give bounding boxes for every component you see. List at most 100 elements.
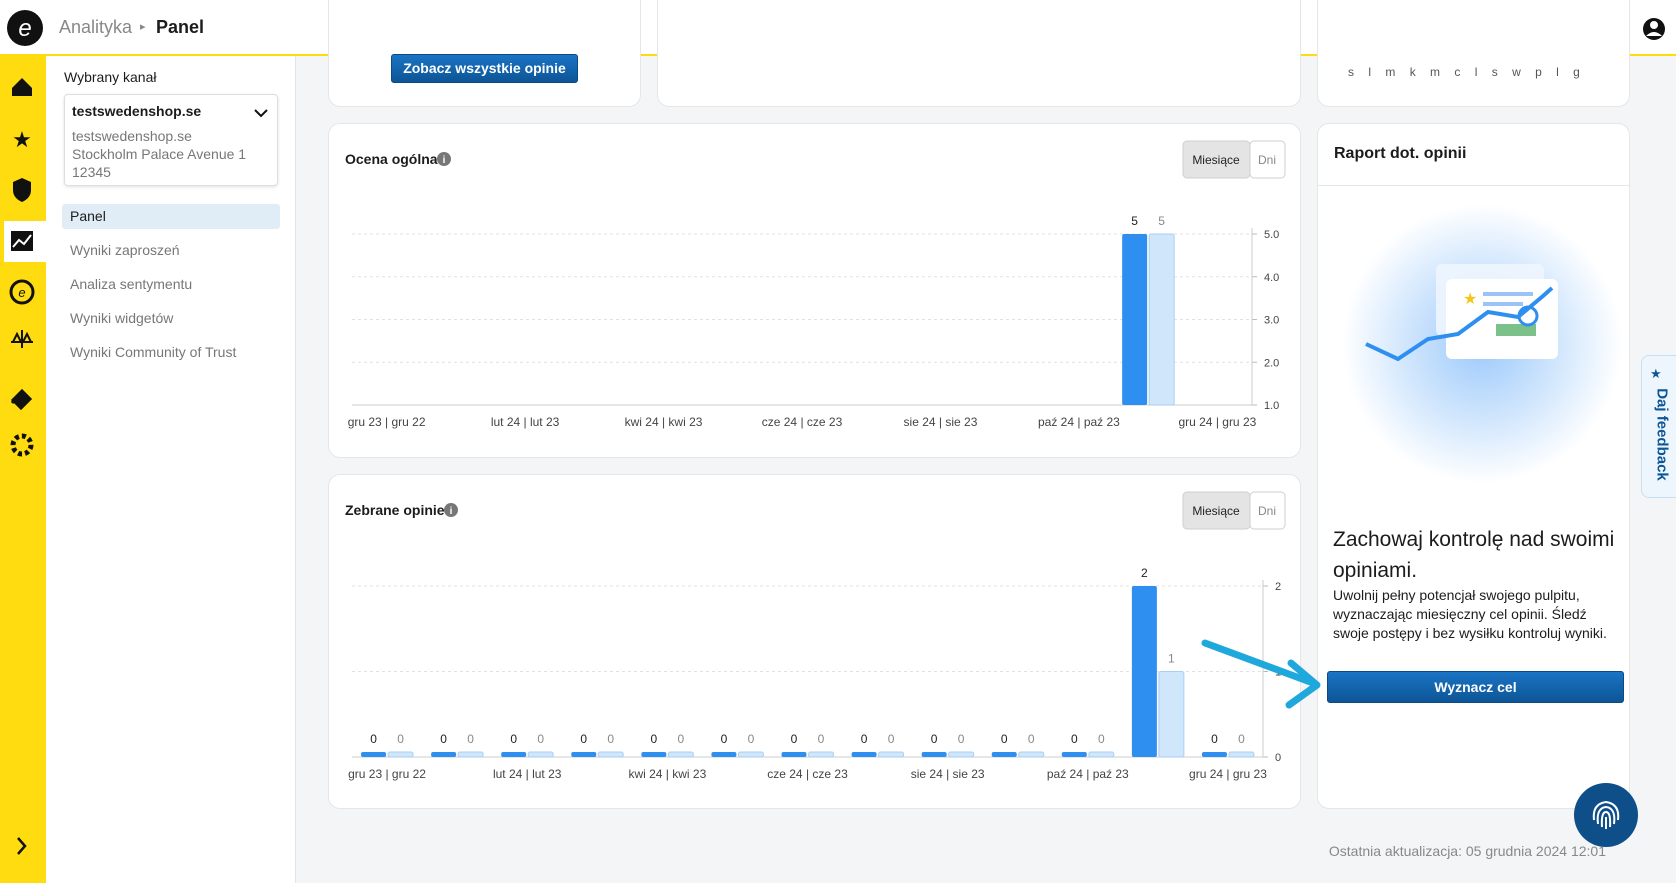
logo[interactable]: e (6, 9, 44, 47)
nav-rail: ★ e (0, 56, 46, 883)
chart: Ocena ogólna i Miesiące Dni 1.0 2.0 3.0 4.0 5.0 g… (345, 140, 1286, 429)
shield-icon[interactable] (13, 178, 31, 202)
value-label: 0 (748, 732, 755, 746)
channel-name: testswedenshop.se (72, 103, 202, 119)
set-goal-button[interactable]: Wyznacz cel (1327, 671, 1624, 703)
value-label: 0 (678, 732, 685, 746)
plug-icon[interactable] (10, 388, 33, 411)
bar (431, 752, 457, 757)
address-line: testswedenshop.se (72, 128, 192, 144)
toggle-label: Dni (1258, 504, 1276, 518)
toggle-inactive[interactable] (1249, 140, 1286, 179)
x-tick-label: paź 24 | paź 23 (1047, 767, 1129, 781)
chart-icon[interactable] (11, 231, 33, 251)
value-label: 0 (537, 732, 544, 746)
value-label: 0 (1028, 732, 1035, 746)
illustration: ★ (1342, 204, 1622, 484)
e-nav-icon[interactable] (9, 279, 35, 305)
menu-item[interactable]: Wyniki widgetów (70, 310, 174, 326)
y-tick-label: 5.0 (1264, 229, 1279, 241)
home-icon[interactable] (12, 78, 32, 96)
day-letter: w (1512, 65, 1521, 79)
star-icon[interactable]: ★ (12, 127, 32, 152)
breadcrumb-section[interactable]: Analityka (59, 17, 133, 37)
menu-item[interactable]: Wyniki zaproszeń (70, 242, 180, 258)
y-tick-label: 1.0 (1264, 400, 1279, 412)
bar (878, 751, 905, 758)
day-letter: m (1385, 65, 1396, 79)
x-tick-label: paź 24 | paź 23 (1038, 415, 1120, 429)
bar (921, 752, 947, 757)
value-label: 0 (1071, 732, 1078, 746)
report-text: Uwolnij pełny potencjał swojego pulpitu,… (1333, 587, 1607, 641)
value-label: 0 (467, 732, 474, 746)
bar (1122, 234, 1148, 405)
x-tick-label: lut 24 | lut 23 (491, 415, 560, 429)
y-tick-label: 4.0 (1264, 272, 1279, 284)
info-icon[interactable] (437, 152, 451, 166)
see-all-reviews-button[interactable]: Zobacz wszystkie opinie (391, 54, 578, 83)
value-label: 0 (861, 732, 868, 746)
collected-chart-card: Zebrane opinie i Miesiące Dni 0 1 2 gru 23 | gr… (328, 474, 1301, 809)
channel-label: Wybrany kanał (64, 69, 157, 85)
bar (1131, 586, 1157, 757)
value-label: 0 (651, 732, 658, 746)
value-label: 0 (370, 732, 377, 746)
settings-icon[interactable] (10, 433, 34, 457)
chart-title: Zebrane opinie (345, 502, 445, 518)
value-label: 1 (1168, 652, 1175, 666)
stats-card (657, 0, 1301, 107)
value-label: 0 (510, 732, 517, 746)
day-letter: p (1535, 65, 1542, 79)
x-tick-label: sie 24 | sie 23 (911, 767, 985, 781)
day-letter: s (1491, 65, 1498, 79)
bar (1148, 233, 1175, 406)
x-tick-label: kwi 24 | kwi 23 (628, 767, 706, 781)
x-tick-label: gru 23 | gru 22 (348, 767, 426, 781)
chart-title: Ocena ogólna (345, 151, 438, 167)
day-letter: k (1409, 65, 1416, 79)
report-title: Raport dot. opinii (1334, 145, 1467, 162)
x-tick-label: lut 24 | lut 23 (493, 767, 562, 781)
address-line: Stockholm Palace Avenue 1 (72, 146, 247, 162)
chart: Zebrane opinie i Miesiące Dni 0 1 2 gru 23 | gr… (345, 491, 1286, 781)
feedback-tab[interactable]: ★ Daj feedback (1641, 355, 1676, 498)
expand-icon[interactable] (17, 837, 27, 855)
bar (991, 752, 1017, 757)
value-label: 0 (888, 732, 895, 746)
info-icon[interactable] (444, 503, 458, 517)
address-line: 12345 (72, 164, 111, 180)
menu-item[interactable]: Wyniki Community of Trust (70, 344, 237, 360)
bar (851, 752, 877, 757)
toggle-inactive[interactable] (1249, 491, 1286, 530)
bar (1158, 671, 1185, 758)
y-tick-label: 0 (1275, 752, 1281, 764)
bar (457, 751, 484, 758)
value-label: 0 (1211, 732, 1218, 746)
day-letter: l (1474, 65, 1478, 79)
value-label: 0 (1001, 732, 1008, 746)
y-tick-label: 2 (1275, 581, 1281, 593)
channel-select[interactable]: testswedenshop.se testswedenshop.se Stoc… (64, 94, 278, 186)
menu-item[interactable]: Analiza sentymentu (70, 276, 193, 292)
bar (1018, 751, 1045, 758)
menu-item[interactable]: Panel (62, 204, 280, 229)
x-tick-label: sie 24 | sie 23 (904, 415, 978, 429)
day-letter: g (1573, 65, 1580, 79)
value-label: 5 (1131, 214, 1138, 228)
value-label: 0 (721, 732, 728, 746)
bar (948, 751, 975, 758)
svg-text:e: e (18, 15, 31, 42)
x-tick-label: cze 24 | cze 23 (767, 767, 848, 781)
scales-icon[interactable] (11, 330, 33, 348)
account-icon[interactable] (1643, 18, 1665, 40)
pointer-arrow (1201, 639, 1321, 709)
day-letter: c (1454, 65, 1461, 79)
reviews-card: Zobacz wszystkie opinie (328, 0, 641, 107)
bar (1088, 751, 1115, 758)
fingerprint-button[interactable] (1573, 782, 1639, 848)
y-tick-label: 3.0 (1264, 315, 1279, 327)
bar (808, 751, 834, 758)
